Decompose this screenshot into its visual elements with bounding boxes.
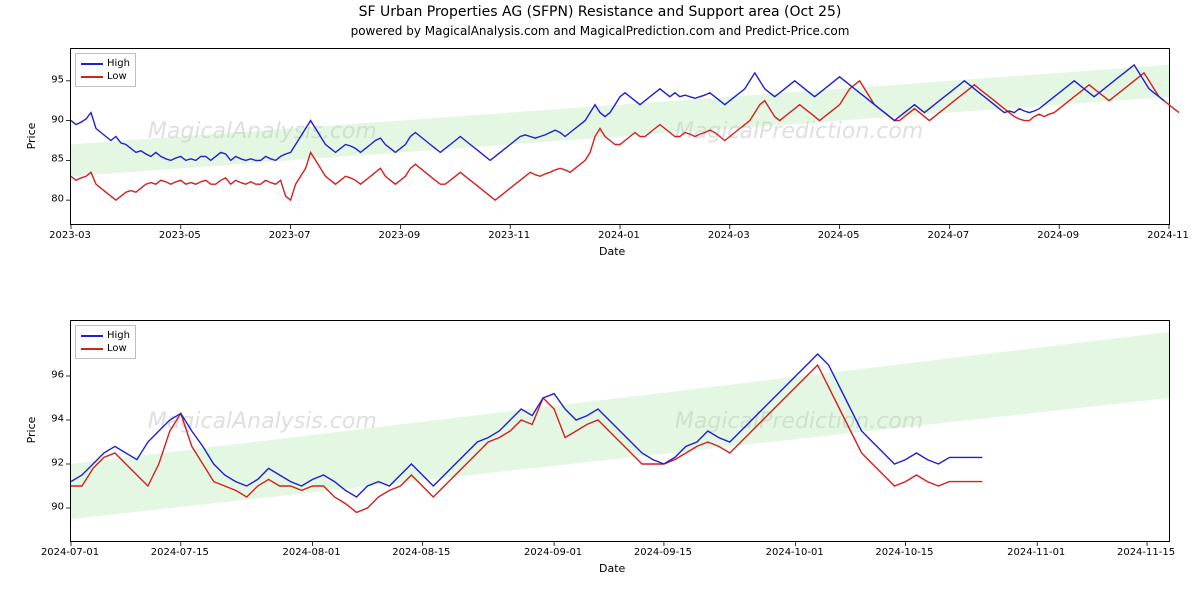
legend-item: High [81,329,130,342]
x-axis-label: Date [599,562,625,575]
x-tick-label: 2023-09 [378,230,420,241]
legend-label: Low [107,342,127,355]
x-tick-label: 2024-08-01 [282,547,340,558]
y-tick-label: 94 [42,414,64,425]
x-tick-label: 2024-09-15 [634,547,692,558]
legend-swatch-high [81,63,103,65]
top-chart-panel: MagicalAnalysis.com MagicalPrediction.co… [70,48,1170,225]
legend-swatch-low [81,76,103,78]
bottom-chart-panel: MagicalAnalysis.com MagicalPrediction.co… [70,320,1170,542]
y-tick-label: 95 [42,74,64,85]
y-tick-label: 85 [42,154,64,165]
legend: High Low [75,53,136,87]
y-tick-label: 90 [42,114,64,125]
x-tick-label: 2024-11 [1147,230,1189,241]
y-tick-label: 80 [42,194,64,205]
x-tick-label: 2024-09-01 [524,547,582,558]
x-tick-label: 2023-03 [49,230,91,241]
y-axis-label: Price [25,417,38,444]
x-tick-label: 2024-03 [708,230,750,241]
figure: SF Urban Properties AG (SFPN) Resistance… [0,0,1200,600]
y-tick-label: 90 [42,502,64,513]
legend: High Low [75,325,136,359]
chart-subtitle: powered by MagicalAnalysis.com and Magic… [0,24,1200,38]
x-tick-label: 2024-07-01 [41,547,99,558]
bottom-chart-svg [71,321,1169,541]
x-tick-label: 2023-05 [159,230,201,241]
legend-item: Low [81,342,130,355]
x-tick-label: 2024-07 [927,230,969,241]
x-tick-label: 2024-05 [818,230,860,241]
x-tick-label: 2024-01 [598,230,640,241]
legend-swatch-high [81,335,103,337]
chart-title: SF Urban Properties AG (SFPN) Resistance… [0,4,1200,20]
x-tick-label: 2023-07 [269,230,311,241]
x-tick-label: 2024-07-15 [151,547,209,558]
y-tick-label: 92 [42,458,64,469]
y-axis-label: Price [25,122,38,149]
y-tick-label: 96 [42,370,64,381]
x-tick-label: 2024-11-15 [1117,547,1175,558]
x-tick-label: 2024-10-15 [875,547,933,558]
legend-item: Low [81,70,130,83]
x-axis-label: Date [599,245,625,258]
x-tick-label: 2024-11-01 [1007,547,1065,558]
legend-label: High [107,329,130,342]
x-tick-label: 2023-11 [488,230,530,241]
x-tick-label: 2024-09 [1037,230,1079,241]
x-tick-label: 2024-08-15 [392,547,450,558]
top-chart-svg [71,49,1169,224]
legend-label: Low [107,70,127,83]
legend-item: High [81,57,130,70]
legend-label: High [107,57,130,70]
x-tick-label: 2024-10-01 [766,547,824,558]
legend-swatch-low [81,348,103,350]
